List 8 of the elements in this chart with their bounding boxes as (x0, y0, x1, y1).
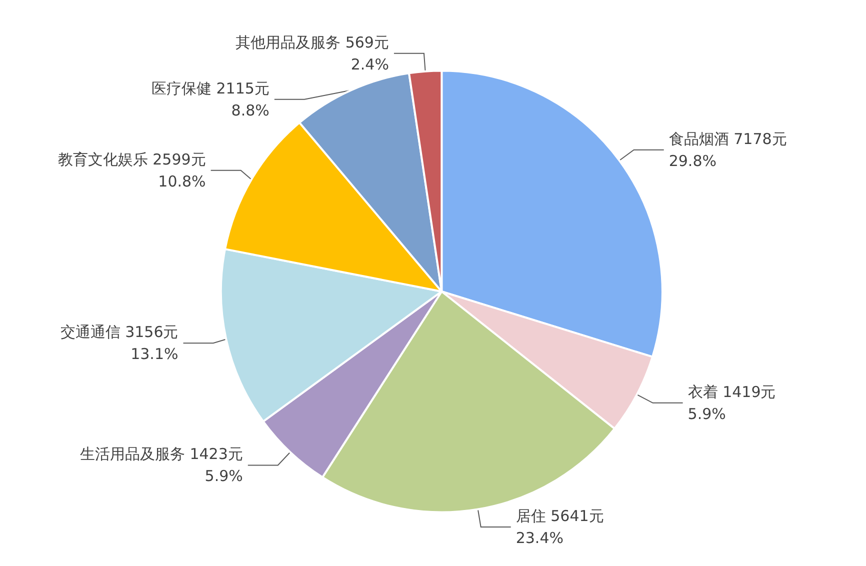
slice-label: 居住 5641元 23.4% (516, 506, 604, 547)
slice-label: 其他用品及服务 569元 2.4% (236, 33, 389, 74)
slice-label: 医疗保健 2115元 8.8% (151, 79, 270, 120)
slice-label: 生活用品及服务 1423元 5.9% (80, 445, 243, 486)
slice-label: 衣着 1419元 5.9% (688, 382, 776, 423)
slice-label: 交通通信 3156元 13.1% (60, 323, 178, 364)
slice-label: 食品烟酒 7178元 29.8% (668, 130, 787, 170)
slice-label: 教育文化娱乐 2599元 10.8% (58, 150, 206, 190)
